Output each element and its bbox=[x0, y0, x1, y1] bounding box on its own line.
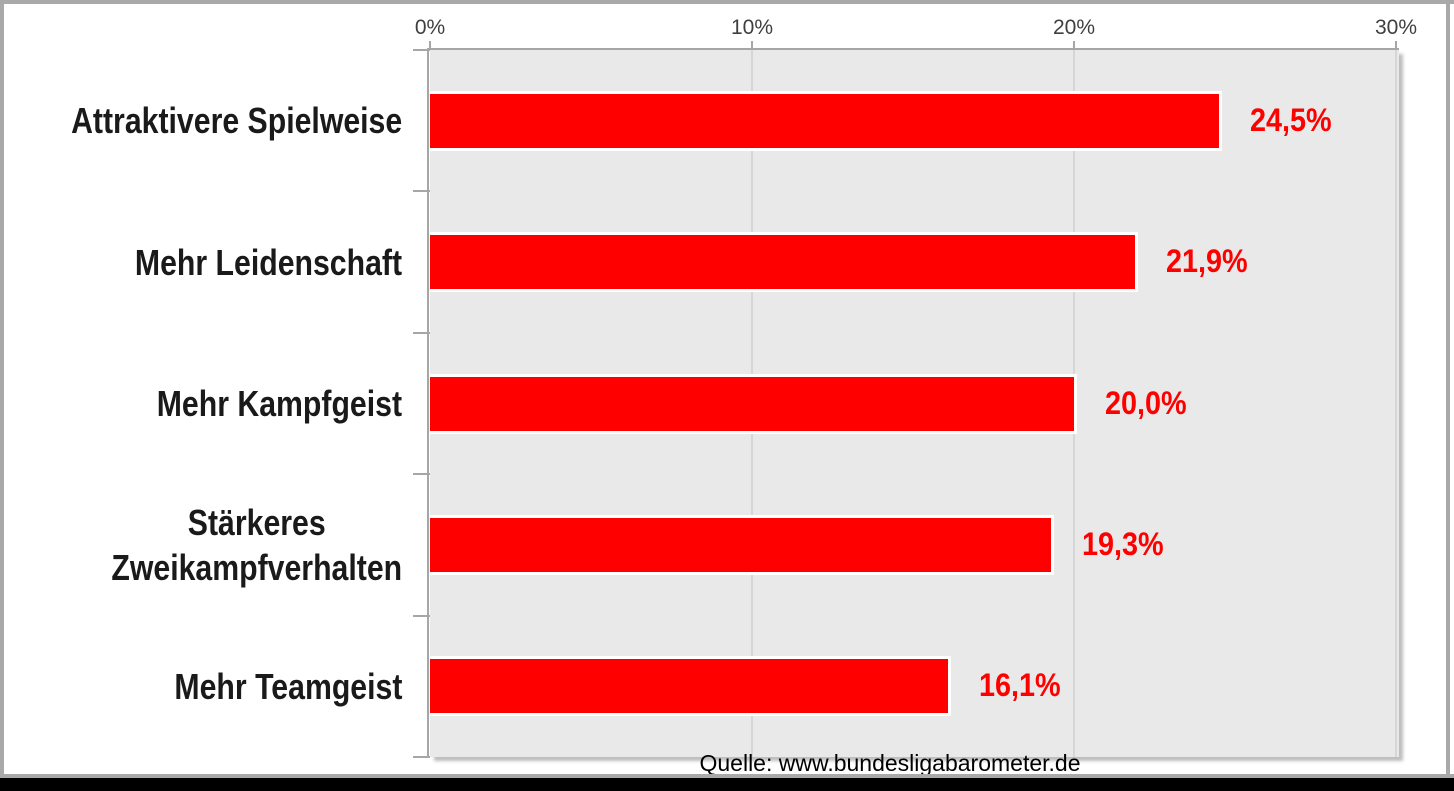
frame-border-bottom bbox=[0, 774, 1454, 778]
y-tick-mark-3 bbox=[413, 473, 430, 476]
bar-4 bbox=[430, 656, 952, 717]
y-tick-mark-4 bbox=[413, 614, 430, 617]
bar-3 bbox=[430, 514, 1055, 575]
category-label-text: Mehr Leidenschaft bbox=[134, 241, 402, 283]
x-axis-tick-label: 10% bbox=[730, 16, 774, 39]
category-label-2: Mehr Kampfgeist bbox=[4, 333, 402, 474]
bar-2 bbox=[430, 373, 1077, 434]
source-caption: Quelle: www.bundesligabarometer.de bbox=[699, 750, 1081, 776]
category-label-3: Stärkeres Zweikampfverhalten bbox=[4, 474, 402, 615]
y-axis-line bbox=[427, 48, 429, 757]
value-label-4: 16,1% bbox=[979, 667, 1062, 704]
category-label-text: Mehr Teamgeist bbox=[174, 665, 402, 707]
value-label-1: 21,9% bbox=[1166, 242, 1248, 279]
bar-1 bbox=[430, 232, 1139, 293]
y-tick-mark-5 bbox=[413, 756, 430, 758]
value-label-2: 20,0% bbox=[1105, 384, 1187, 421]
y-tick-mark-2 bbox=[413, 331, 430, 334]
grid-line-30% bbox=[1395, 50, 1397, 757]
x-tick-mark-0% bbox=[429, 41, 431, 48]
category-label-text: Attraktivere Spielweise bbox=[70, 100, 402, 142]
x-tick-mark-20% bbox=[1073, 41, 1075, 48]
category-label-1: Mehr Leidenschaft bbox=[4, 191, 402, 332]
category-label-text: Stärkeres Zweikampfverhalten bbox=[111, 501, 402, 588]
x-axis-tick-label: 20% bbox=[1052, 16, 1096, 39]
frame-border-right bbox=[1446, 0, 1450, 778]
x-axis-tick-label: 0% bbox=[414, 16, 446, 39]
category-label-4: Mehr Teamgeist bbox=[4, 616, 402, 757]
frame-border-top bbox=[0, 0, 1454, 4]
y-tick-mark-1 bbox=[413, 190, 430, 193]
bar-0 bbox=[430, 90, 1222, 151]
bottom-black-bar bbox=[0, 778, 1454, 791]
x-axis-line bbox=[427, 48, 1399, 50]
category-label-0: Attraktivere Spielweise bbox=[4, 50, 402, 191]
y-tick-mark-0 bbox=[413, 49, 430, 51]
value-label-3: 19,3% bbox=[1082, 525, 1165, 562]
frame-border-left bbox=[0, 0, 4, 778]
category-label-text: Mehr Kampfgeist bbox=[156, 382, 402, 424]
x-tick-mark-10% bbox=[751, 41, 753, 48]
value-label-0: 24,5% bbox=[1249, 101, 1332, 138]
x-axis-tick-label: 30% bbox=[1374, 16, 1418, 39]
x-tick-mark-30% bbox=[1395, 41, 1397, 48]
